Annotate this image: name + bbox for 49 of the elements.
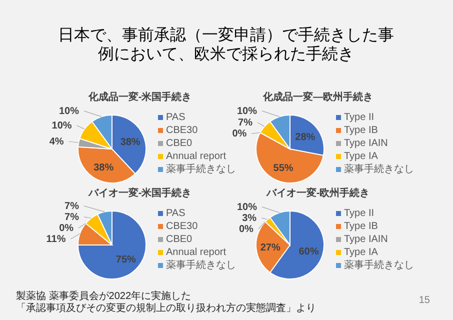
legend-label: CBE0 xyxy=(166,234,193,245)
text: 日本で、事前承認（一変申請）で手続きした事例において、欧米で採られた手続き xyxy=(58,26,394,63)
legend-label: PAS xyxy=(166,208,186,219)
legend-label: Annual report xyxy=(166,151,226,162)
legend-label: 薬事手続きなし xyxy=(166,259,236,271)
legend-label: Type IB xyxy=(344,125,378,136)
legend-label: Type IA xyxy=(344,247,378,258)
chart-title: 化成品一変—欧州手続き xyxy=(262,91,373,103)
data-label: 75% xyxy=(116,254,136,266)
data-label: 10% xyxy=(52,120,72,132)
legend-label: Type IAIN xyxy=(344,234,388,245)
chart-title: バイオ一変-米国手続き xyxy=(87,187,192,199)
legend-label: CBE0 xyxy=(166,138,193,149)
pie-slice xyxy=(78,210,146,280)
legend-label: CBE30 xyxy=(166,221,198,232)
data-label: 28% xyxy=(295,132,316,143)
data-label: 55% xyxy=(273,163,294,174)
data-label: 11% xyxy=(46,234,66,245)
data-label: 60% xyxy=(298,246,319,258)
data-label: 38% xyxy=(94,162,114,174)
data-label: 7% xyxy=(64,200,80,212)
chart-title: バイオ一変-欧州手続き xyxy=(265,187,370,199)
legend-label: PAS xyxy=(166,112,186,123)
text: 0% xyxy=(232,128,247,140)
text: 「承認事項及びその変更の規制上の取り扱われ方の実態調査」より xyxy=(16,302,316,314)
legend-label: Type IAIN xyxy=(344,138,388,149)
legend-label: Annual report xyxy=(166,247,226,258)
legend-label: 薬事手続きなし xyxy=(344,163,414,175)
data-label: 7% xyxy=(64,212,80,223)
legend-label: 薬事手続きなし xyxy=(344,259,414,271)
legend-label: 薬事手続きなし xyxy=(166,163,236,175)
data-label: 38% xyxy=(120,137,140,148)
chart-title: 化成品一変-米国手続き xyxy=(87,91,192,103)
text: 0% xyxy=(59,222,74,234)
text: 15 xyxy=(418,295,430,306)
data-label: 10% xyxy=(58,106,80,117)
data-label: 27% xyxy=(260,242,280,254)
legend-label: CBE30 xyxy=(166,125,198,136)
data-label: 10% xyxy=(236,106,258,117)
legend-label: Type IB xyxy=(344,221,378,232)
text: 0% xyxy=(239,224,254,235)
data-label: 3% xyxy=(242,212,257,224)
legend-label: Type II xyxy=(344,112,374,123)
legend-label: Type II xyxy=(344,208,374,219)
legend-label: Type IA xyxy=(344,151,378,162)
text: 製薬協 薬事委員会が2022年に実施した xyxy=(16,290,192,302)
data-label: 4% xyxy=(49,136,64,148)
data-label: 10% xyxy=(236,202,258,213)
data-label: 7% xyxy=(238,118,253,129)
